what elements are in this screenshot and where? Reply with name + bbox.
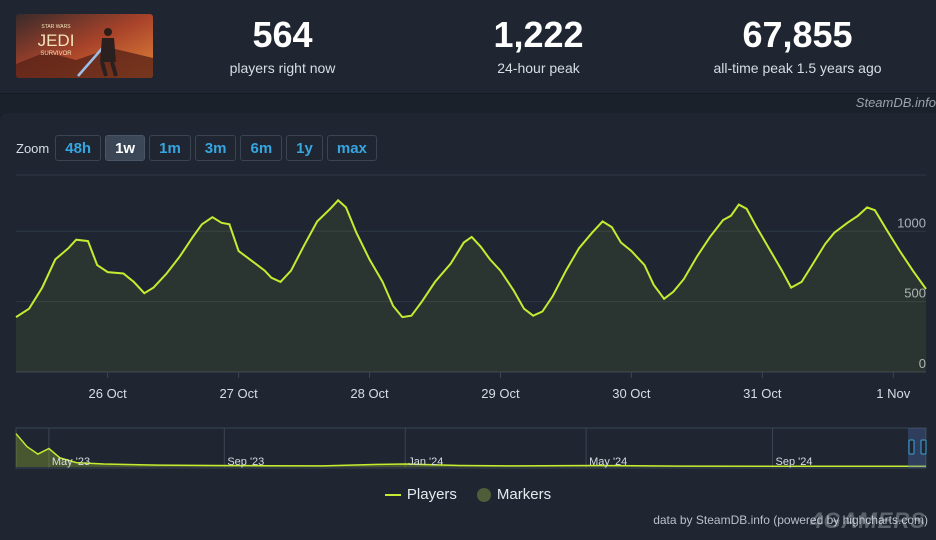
zoom-1w-button[interactable]: 1w xyxy=(105,135,146,161)
legend-markers[interactable]: Markers xyxy=(476,486,552,503)
stat-alltime-peak: 67,855 all-time peak 1.5 years ago xyxy=(690,14,905,78)
chart-panel xyxy=(0,113,936,540)
navigator-selection[interactable] xyxy=(908,428,926,468)
steamdb-credit[interactable]: SteamDB.info xyxy=(855,95,936,110)
navigator-handle-left[interactable] xyxy=(908,439,915,455)
legend-markers-label: Markers xyxy=(496,486,552,503)
nav-tick-label: May '24 xyxy=(589,456,627,468)
x-tick-label: 30 Oct xyxy=(612,386,651,401)
navigator-frame xyxy=(15,427,927,469)
watermark-logo: 4GAMERS xyxy=(810,508,926,533)
nav-tick-label: Jan '24 xyxy=(408,456,443,468)
nav-tick-label: Sep '24 xyxy=(776,456,813,468)
stat-current-value: 564 xyxy=(252,14,313,55)
zoom-6m-button[interactable]: 6m xyxy=(240,135,283,161)
stat-24h-label: 24-hour peak xyxy=(497,60,580,76)
x-tick-label: 26 Oct xyxy=(89,386,128,401)
x-tick-label: 1 Nov xyxy=(876,386,910,401)
stat-current: 564 players right now xyxy=(200,14,365,78)
players-line xyxy=(15,198,927,319)
legend-dot-icon xyxy=(476,487,491,502)
zoom-controls: Zoom 48h 1w 1m 3m 6m 1y max xyxy=(16,134,381,162)
zoom-1m-button[interactable]: 1m xyxy=(149,135,191,161)
navigator-line xyxy=(15,433,926,468)
thumb-title: JEDI xyxy=(38,31,75,50)
stats-header: STAR WARS JEDI SURVIVOR 564 players righ… xyxy=(0,0,936,94)
stat-current-label: players right now xyxy=(229,60,336,76)
zoom-3m-button[interactable]: 3m xyxy=(194,135,237,161)
y-tick-label: 1000 xyxy=(897,215,926,230)
zoom-1y-button[interactable]: 1y xyxy=(286,135,323,161)
x-tick-label: 28 Oct xyxy=(350,386,389,401)
x-tick-label: 27 Oct xyxy=(219,386,258,401)
nav-tick-label: Sep '23 xyxy=(227,456,264,468)
navigator-handle-right[interactable] xyxy=(920,439,927,455)
legend-players[interactable]: Players xyxy=(384,486,457,503)
game-thumbnail[interactable]: STAR WARS JEDI SURVIVOR xyxy=(16,14,153,78)
x-tick-label: 31 Oct xyxy=(743,386,782,401)
thumb-super: STAR WARS xyxy=(41,24,71,30)
zoom-max-button[interactable]: max xyxy=(326,135,377,161)
stat-24h-value: 1,222 xyxy=(493,14,584,55)
stat-alltime-value: 67,855 xyxy=(742,14,853,55)
legend-line-icon xyxy=(384,493,401,496)
legend-players-label: Players xyxy=(406,486,457,503)
main-line-chart[interactable]: 0 500 1000 26 Oct 27 Oct 28 Oct 29 Oct 30 Oct 3… xyxy=(0,170,936,410)
navigator-chart[interactable]: May '23 Sep '23 Jan '24 May '24 Sep '24 xyxy=(0,426,936,476)
zoom-label: Zoom xyxy=(16,140,50,156)
stat-alltime-label: all-time peak 1.5 years ago xyxy=(713,60,882,76)
stat-24h-peak: 1,222 24-hour peak xyxy=(456,14,621,78)
x-tick-label: 29 Oct xyxy=(481,386,520,401)
thumb-subtitle: SURVIVOR xyxy=(40,51,72,57)
data-credit[interactable]: data by SteamDB.info (powered by highcha… xyxy=(653,513,928,527)
y-tick-label: 500 xyxy=(904,286,926,301)
zoom-48h-button[interactable]: 48h xyxy=(55,135,102,161)
game-art-icon: STAR WARS JEDI SURVIVOR xyxy=(16,14,153,78)
y-tick-label: 0 xyxy=(919,356,926,371)
chart-legend: Players Markers xyxy=(0,486,936,503)
players-area xyxy=(16,200,926,372)
nav-tick-label: May '23 xyxy=(52,456,90,468)
